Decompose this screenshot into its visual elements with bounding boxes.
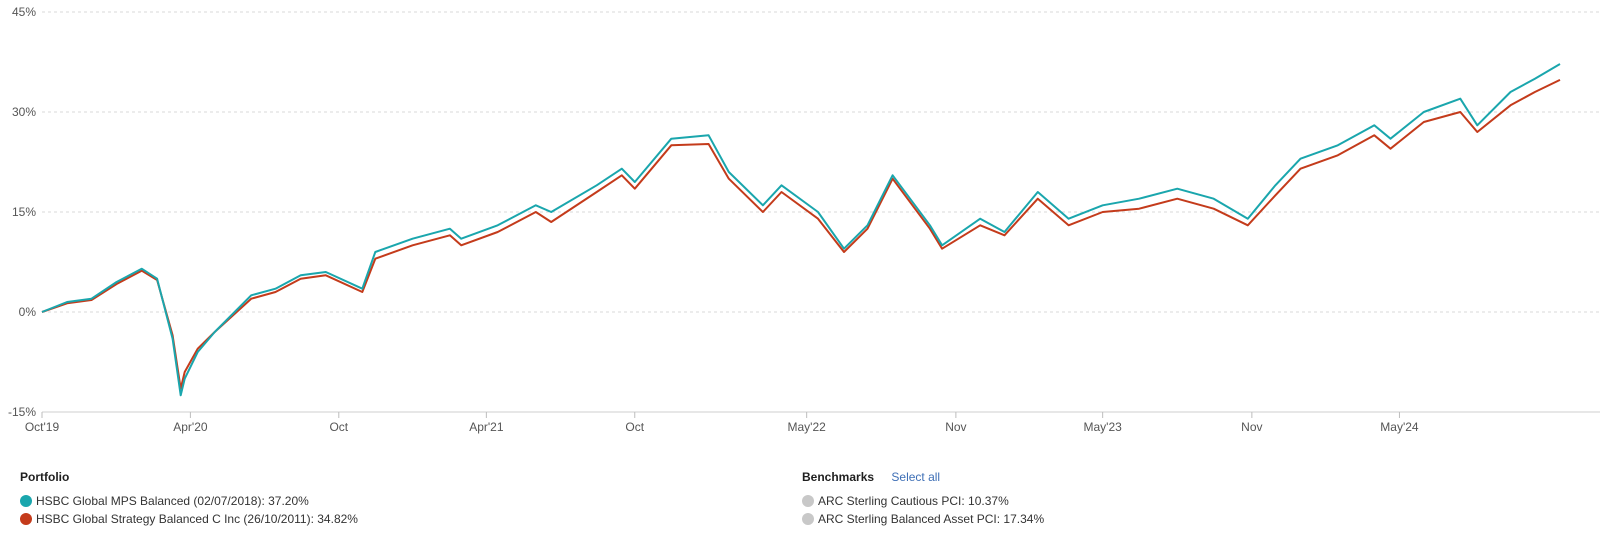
x-tick-label: Apr'20 xyxy=(173,420,208,434)
grid xyxy=(42,11,1600,413)
x-tick-label: Oct xyxy=(625,420,644,434)
portfolio-legend: Portfolio HSBC Global MPS Balanced (02/0… xyxy=(20,470,358,528)
legend-label: ARC Sterling Balanced Asset PCI: 17.34% xyxy=(818,512,1045,526)
series-line-strategy-balanced xyxy=(41,78,1561,390)
benchmarks-legend: Benchmarks Select all ARC Sterling Cauti… xyxy=(802,470,1044,528)
series-color-dot xyxy=(802,495,814,507)
y-tick-label: 15% xyxy=(12,205,36,219)
x-axis: Oct'19 Apr'20 Oct Apr'21 Oct May'22 Nov May'23 N… xyxy=(25,412,1419,434)
y-tick-label: -15% xyxy=(8,405,36,419)
legend-label: ARC Sterling Cautious PCI: 10.37% xyxy=(818,494,1009,508)
series-color-dot xyxy=(20,495,32,507)
series-line-mps-balanced xyxy=(41,63,1561,397)
x-tick-label: May'24 xyxy=(1380,420,1419,434)
select-all-link[interactable]: Select all xyxy=(891,470,941,484)
x-tick-label: Apr'21 xyxy=(469,420,504,434)
series-color-dot xyxy=(20,513,32,525)
legend-label: HSBC Global MPS Balanced (02/07/2018): 3… xyxy=(36,494,309,508)
legend-label: HSBC Global Strategy Balanced C Inc (26/… xyxy=(36,512,358,526)
series-color-dot xyxy=(802,513,814,525)
legend-item-arc-cautious[interactable]: ARC Sterling Cautious PCI: 10.37% xyxy=(802,492,1044,510)
performance-line-chart: -15%0%15%30%45% Oct'19 Apr'20 Oct Apr'21 Oct… xyxy=(8,5,1600,434)
x-tick-label: Oct xyxy=(329,420,348,434)
x-tick-label: May'23 xyxy=(1083,420,1122,434)
x-tick-label: Nov xyxy=(945,420,966,434)
x-tick-label: Oct'19 xyxy=(25,420,60,434)
portfolio-legend-title: Portfolio xyxy=(20,470,70,484)
y-tick-label: 30% xyxy=(12,105,36,119)
benchmarks-header: Benchmarks Select all xyxy=(802,470,1044,484)
y-tick-label: 45% xyxy=(12,5,36,19)
legend-item-strategy-balanced[interactable]: HSBC Global Strategy Balanced C Inc (26/… xyxy=(20,510,358,528)
benchmarks-legend-title: Benchmarks xyxy=(802,470,875,484)
x-tick-label: Nov xyxy=(1241,420,1262,434)
x-tick-label: May'22 xyxy=(788,420,827,434)
legend-item-mps-balanced[interactable]: HSBC Global MPS Balanced (02/07/2018): 3… xyxy=(20,492,358,510)
y-tick-label: 0% xyxy=(19,305,37,319)
series-lines xyxy=(41,63,1561,397)
y-axis: -15% 0% 15% 30% 45% xyxy=(8,5,36,419)
legend-item-arc-balanced-asset[interactable]: ARC Sterling Balanced Asset PCI: 17.34% xyxy=(802,510,1044,528)
